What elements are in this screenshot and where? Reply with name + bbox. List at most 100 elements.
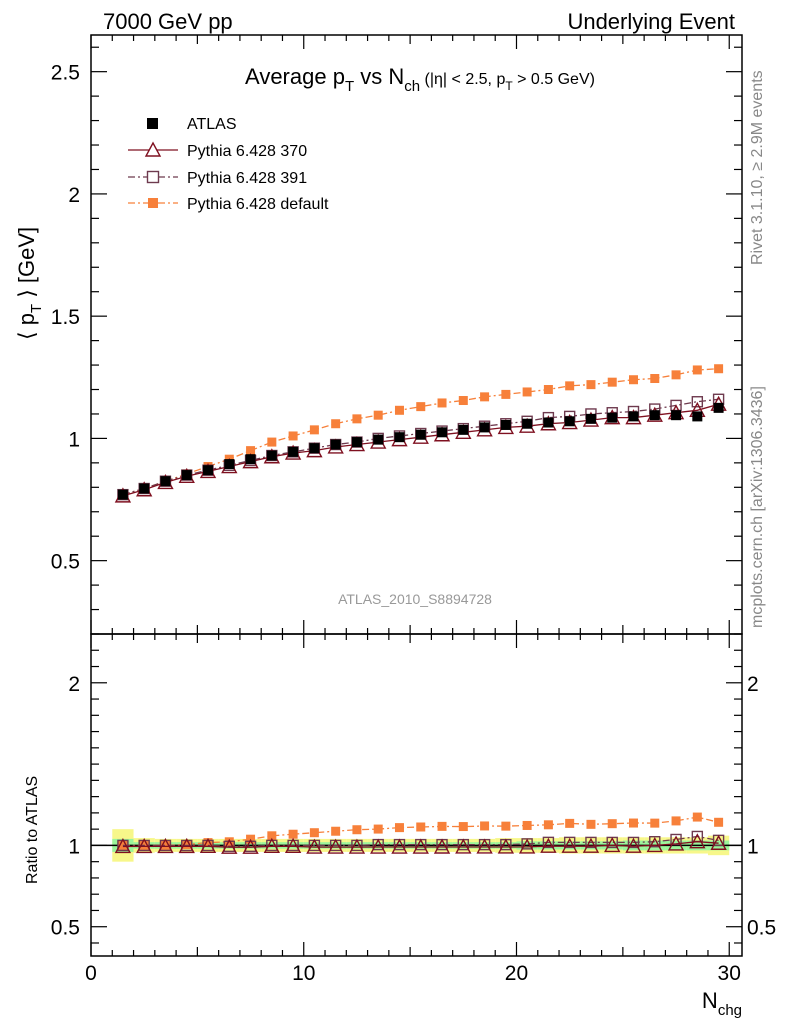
y-tick-label: 1.5 <box>51 306 80 329</box>
data-point-s3-19 <box>522 387 532 397</box>
data-point-s3-11 <box>352 414 362 424</box>
ratio-point-s1-10 <box>327 838 344 854</box>
data-point-s3-23 <box>607 377 617 387</box>
data-point-s3-15 <box>437 398 447 408</box>
data-point-s0-17 <box>479 422 490 433</box>
ratio-point-s1-12 <box>370 838 387 854</box>
chart-title: Average pT vs Nch (|η| < 2.5, pT > 0.5 G… <box>245 64 595 95</box>
ratio-point-s3-17 <box>480 821 490 831</box>
data-point-s3-10 <box>331 419 341 429</box>
ratio-point-s1-7 <box>263 837 281 853</box>
ratio-point-s3-21 <box>565 818 575 828</box>
ratio-point-s3-26 <box>671 816 681 826</box>
rivet-label: Rivet 3.1.10, ≥ 2.9M events <box>749 70 766 265</box>
ratio-point-s1-6 <box>242 838 259 854</box>
data-point-s0-0 <box>117 489 128 500</box>
legend-marker-370 <box>144 141 162 157</box>
data-point-s0-2 <box>160 476 171 487</box>
ratio-point-s1-8 <box>284 837 302 853</box>
legend-marker-391 <box>146 170 160 184</box>
ratio-point-s3-22 <box>586 819 596 829</box>
data-point-s3-24 <box>629 375 638 385</box>
y-tick-label: 0.5 <box>51 551 80 574</box>
ratio-point-s1-3 <box>178 837 195 854</box>
data-point-s0-8 <box>288 446 299 457</box>
ratio-point-s1-4 <box>199 837 217 854</box>
data-point-s2-27 <box>691 396 704 408</box>
ratio-point-s3-4 <box>203 838 213 848</box>
ratio-point-s1-20 <box>540 837 557 853</box>
x-tick-label: 0 <box>85 962 97 985</box>
data-point-s0-25 <box>649 410 660 421</box>
ratio-y-tick-label-right: 1 <box>747 835 759 858</box>
legend-marker-atlas <box>147 118 158 129</box>
data-point-s0-18 <box>500 419 511 430</box>
ratio-point-s2-21 <box>563 836 576 849</box>
ratio-point-s3-11 <box>352 825 362 835</box>
x-tick-label: 10 <box>292 962 315 985</box>
ratio-y-tick-label: 1 <box>68 835 80 858</box>
data-point-s0-5 <box>224 459 235 470</box>
legend-entry-atlas: ATLAS <box>147 116 237 133</box>
data-point-s0-11 <box>351 437 362 448</box>
ratio-point-s1-2 <box>157 837 174 854</box>
data-point-s0-26 <box>671 410 682 421</box>
y-tick-label: 2.5 <box>51 62 80 85</box>
axes-layer: 0 10 20 30 0.5 1 1.5 2 2.5 0.5 0.5 1 1 2 2 <box>51 34 776 985</box>
data-point-s3-8 <box>288 431 298 441</box>
legend-marker-default <box>148 198 158 208</box>
legend-label-391: Pythia 6.428 391 <box>187 170 307 187</box>
header-left: 7000 GeV pp <box>103 9 233 34</box>
data-point-s3-22 <box>586 380 596 390</box>
ratio-point-s2-20 <box>542 836 555 849</box>
ratio-y-tick-label-right: 0.5 <box>747 917 776 940</box>
data-point-s0-22 <box>585 413 596 424</box>
ratio-point-s3-7 <box>267 831 277 841</box>
ratio-y-tick-label: 0.5 <box>51 917 80 940</box>
ratio-point-s1-0 <box>114 837 132 854</box>
ratio-point-s3-19 <box>522 820 532 830</box>
ratio-point-s3-28 <box>714 817 724 827</box>
ratio-point-s3-20 <box>543 820 553 830</box>
ratio-line-1 <box>122 841 719 848</box>
data-point-s0-12 <box>373 434 384 445</box>
data-point-s0-4 <box>203 465 214 476</box>
mcplots-label: mcplots.cern.ch [arXiv:1306.3436] <box>749 386 766 628</box>
ratio-point-s3-24 <box>629 818 638 828</box>
legend-entry-370: Pythia 6.428 370 <box>128 141 307 160</box>
data-point-s0-9 <box>309 443 320 454</box>
data-point-s3-6 <box>246 446 256 456</box>
x-tick-label: 30 <box>718 962 741 985</box>
ratio-point-s1-5 <box>221 838 238 854</box>
ratio-y-axis-label: Ratio to ATLAS <box>24 776 41 884</box>
data-point-s3-12 <box>373 410 383 420</box>
ratio-point-s1-19 <box>518 838 536 854</box>
ratio-point-s2-25 <box>649 836 661 848</box>
legend-label-370: Pythia 6.428 370 <box>187 143 307 160</box>
ratio-point-s1-21 <box>561 837 578 853</box>
data-point-s0-23 <box>607 412 618 423</box>
ratio-point-s1-16 <box>455 838 472 854</box>
x-axis-label: Nchg <box>702 988 742 1019</box>
ratio-point-s1-25 <box>646 836 663 853</box>
ratio-point-s3-3 <box>182 839 192 849</box>
ratio-point-s3-9 <box>309 828 319 838</box>
ratio-point-s3-10 <box>331 826 341 836</box>
x-tick-label: 20 <box>505 962 528 985</box>
ratio-point-s1-27 <box>689 833 706 849</box>
ratio-point-s2-24 <box>627 836 640 849</box>
ratio-point-s3-13 <box>394 823 404 833</box>
ratio-point-s1-9 <box>306 838 323 854</box>
ratio-point-s3-15 <box>437 821 447 831</box>
data-point-s0-3 <box>181 470 192 481</box>
ratio-point-s1-22 <box>582 837 600 853</box>
ratio-point-s1-17 <box>476 838 493 854</box>
ratio-point-s3-23 <box>607 819 617 829</box>
data-point-s0-28 <box>713 402 724 413</box>
data-point-s3-26 <box>671 370 681 380</box>
ratio-point-s3-14 <box>416 822 426 832</box>
legend-entry-default: Pythia 6.428 default <box>128 196 329 213</box>
legend: ATLAS Pythia 6.428 370 Pythia 6.428 391 … <box>128 116 329 213</box>
data-point-s3-25 <box>650 374 660 384</box>
data-point-s0-19 <box>522 418 533 429</box>
